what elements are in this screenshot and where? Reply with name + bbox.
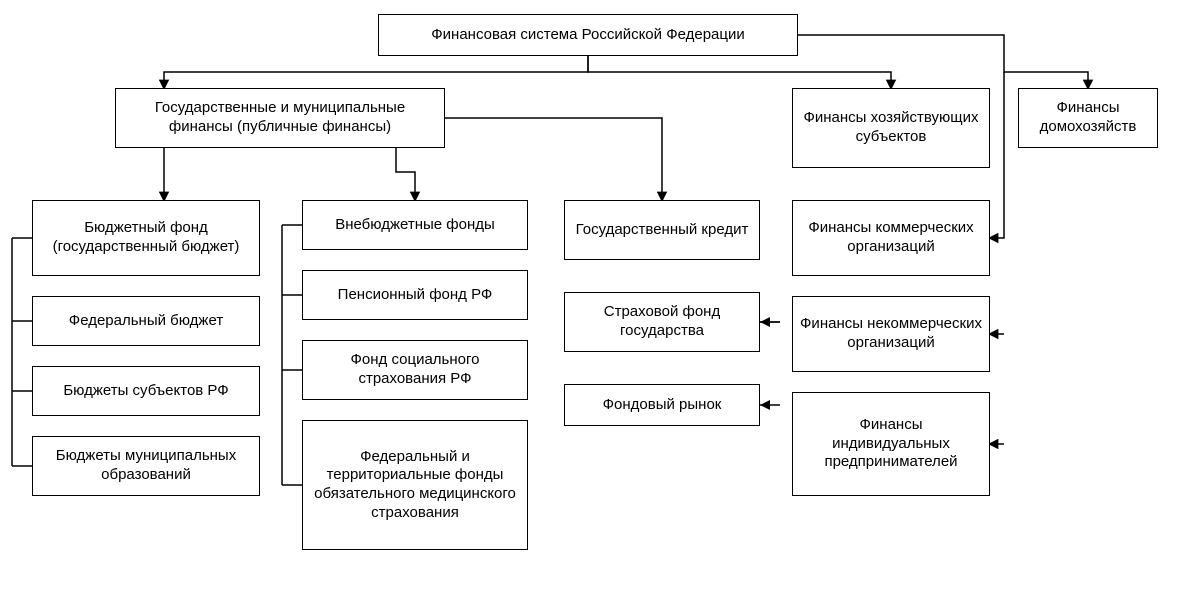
node-social: Фонд социального страхования РФ [302,340,528,400]
node-households: Финансы домохозяйств [1018,88,1158,148]
edge-1 [588,56,891,88]
diagram-canvas: Финансовая система Российской Федерации Г… [0,0,1177,602]
node-gos_credit: Государственный кредит [564,200,760,260]
node-stock_market: Фондовый рынок [564,384,760,426]
edge-0 [164,56,588,88]
node-subj_budgets: Бюджеты субъектов РФ [32,366,260,416]
edge-3 [990,72,1004,238]
node-root: Финансовая система Российской Федерации [378,14,798,56]
node-fin_commercial: Финансы коммерческих организаций [792,200,990,276]
edge-8 [445,118,662,200]
node-muni_budgets: Бюджеты муниципальных образований [32,436,260,496]
edge-10 [282,225,302,485]
node-ins_fund: Страховой фонд государства [564,292,760,352]
edge-7 [396,148,415,200]
node-offbudget: Внебюджетные фонды [302,200,528,250]
edge-2 [798,35,1088,88]
node-fin_ip: Финансы индивидуальных предприни­мателей [792,392,990,496]
node-pension: Пенсионный фонд РФ [302,270,528,320]
node-public: Государственные и муниципальные финансы … [115,88,445,148]
node-fin_nonprofit: Финансы некоммерческих организаций [792,296,990,372]
node-budget_fund: Бюджетный фонд (государственный бюджет) [32,200,260,276]
node-fed_budget: Федеральный бюджет [32,296,260,346]
node-entities: Финансы хозяйствующих субъектов [792,88,990,168]
node-oms: Федеральный и территориальные фонды обяз… [302,420,528,550]
edge-9 [12,238,32,466]
